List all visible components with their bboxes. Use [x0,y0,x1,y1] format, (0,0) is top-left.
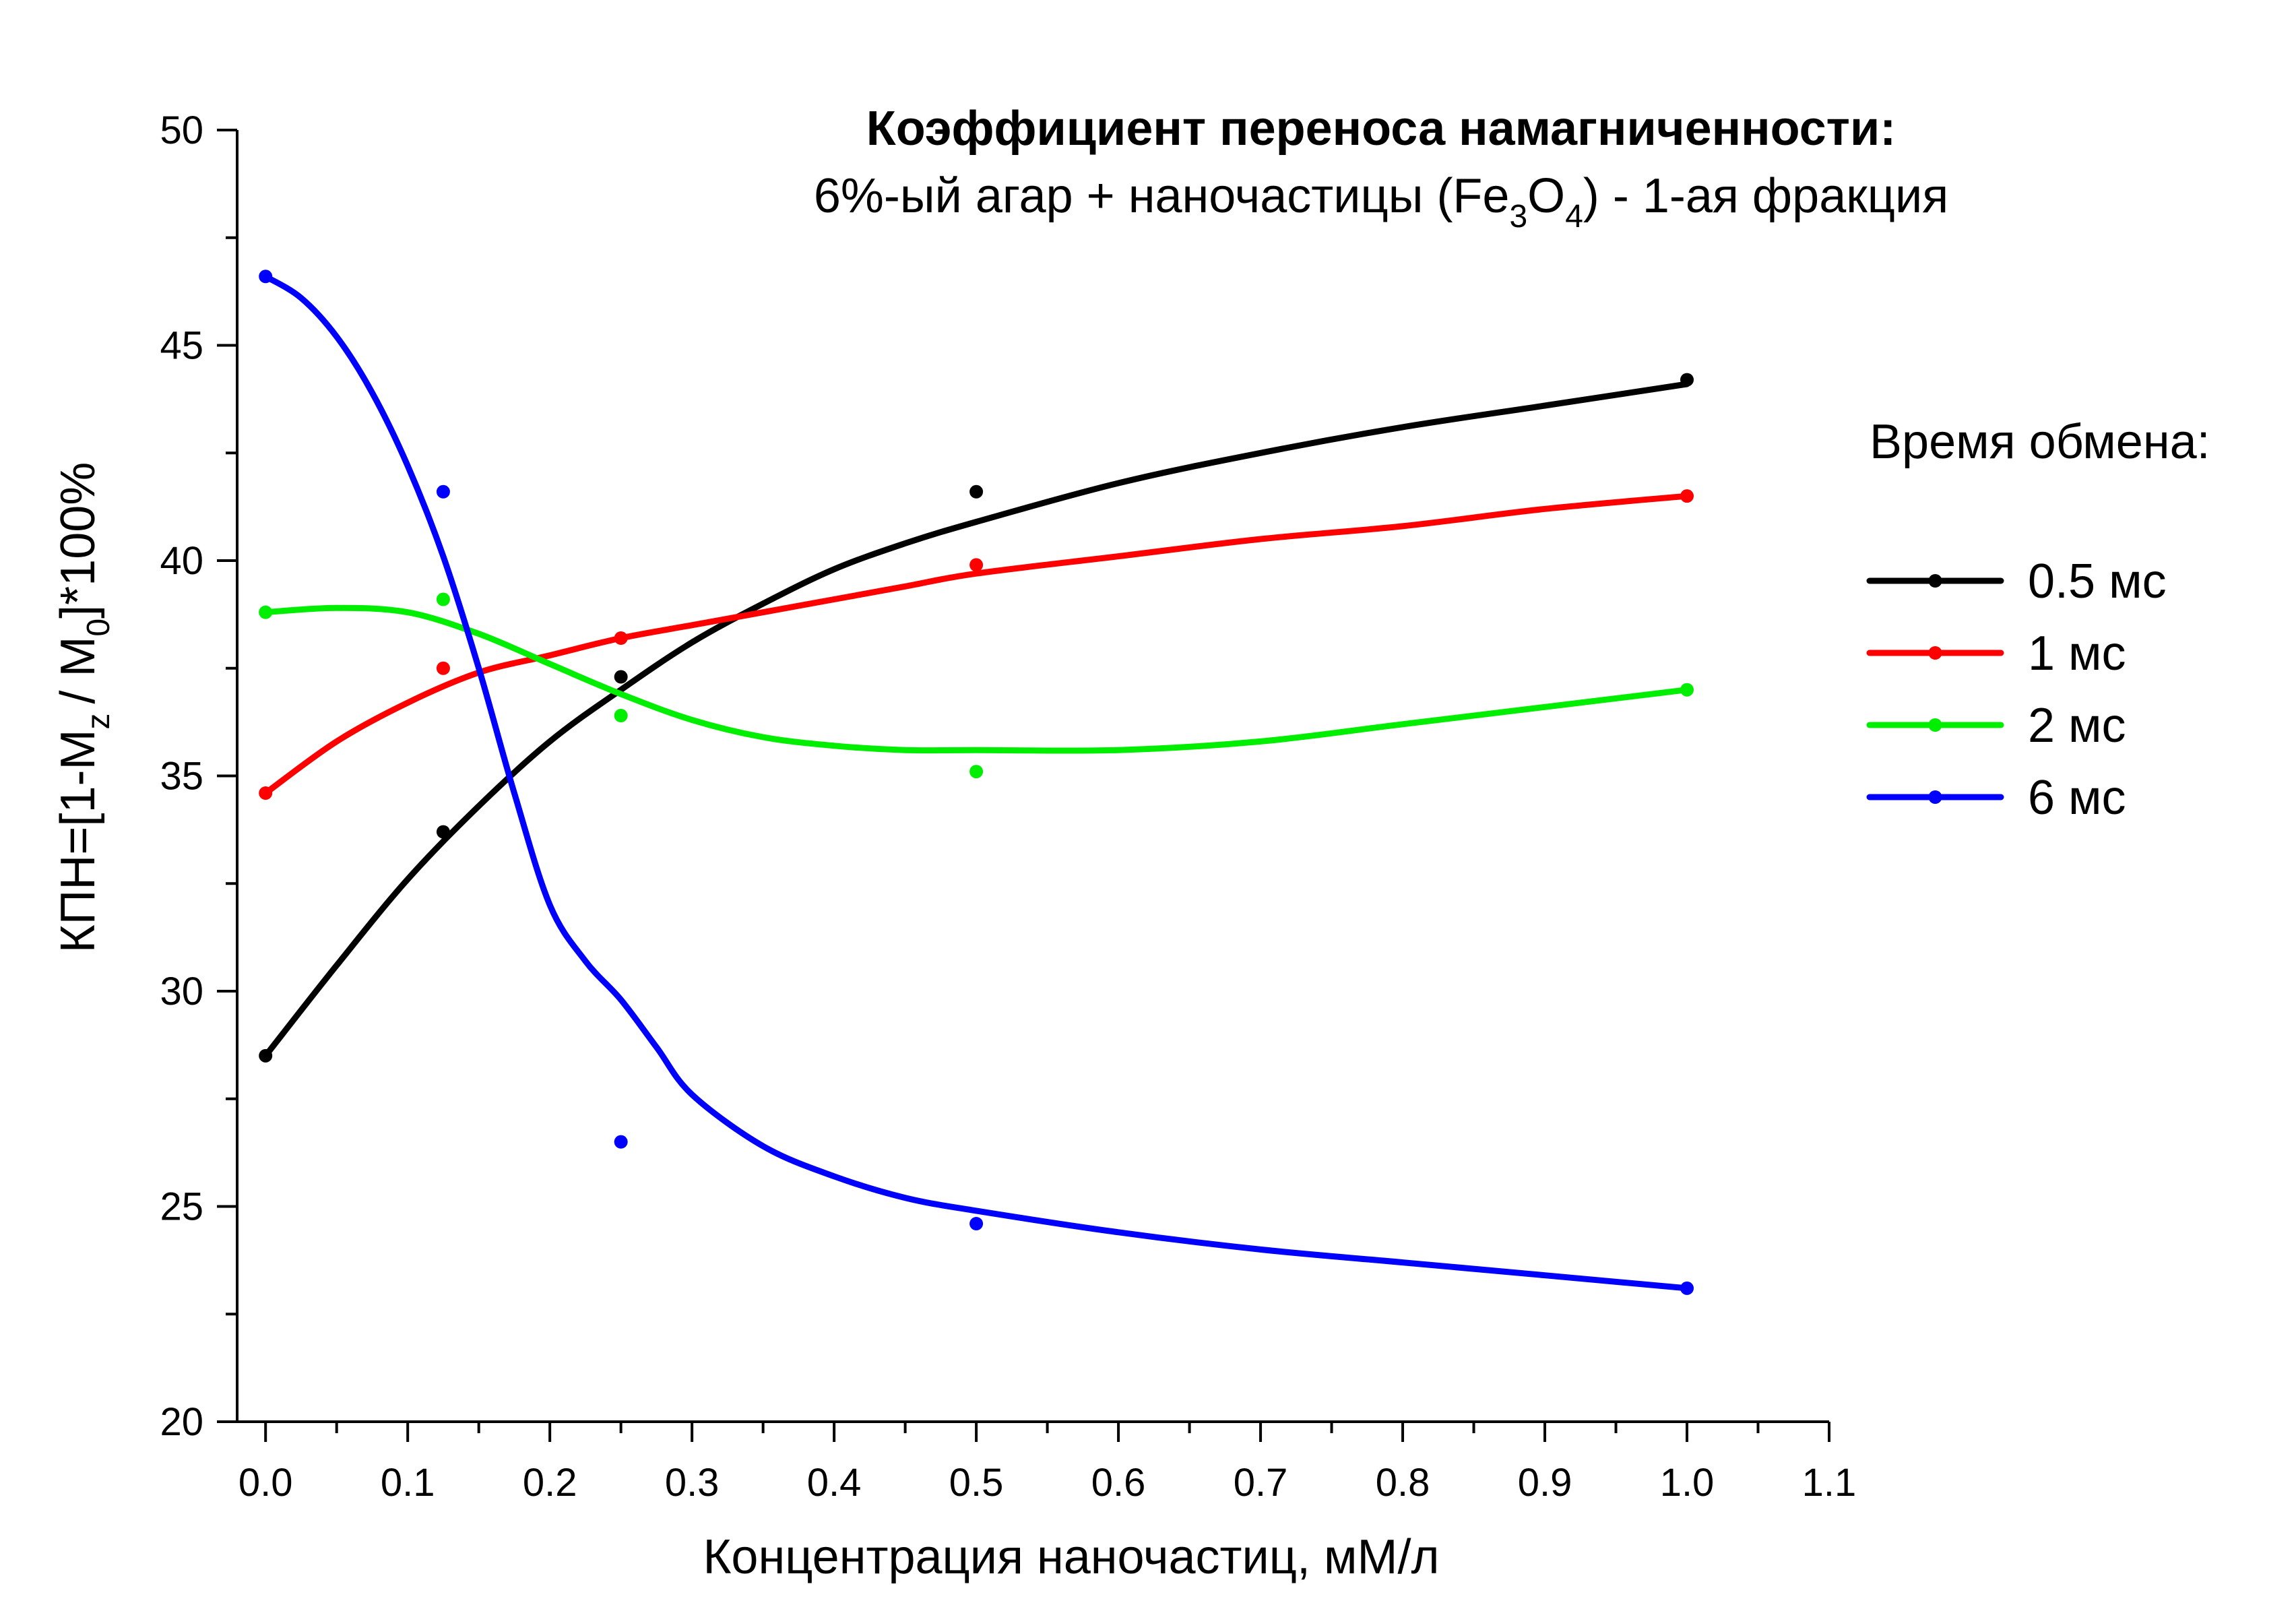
data-point [969,765,984,779]
legend-marker [1928,646,1942,660]
data-point [969,558,984,572]
y-axis-title: КПН=[1-Mz/ M0]*100% [51,462,117,953]
data-point [969,1217,984,1231]
x-tick-label: 0.8 [1376,1461,1430,1505]
data-points [259,270,1694,1295]
x-tick-label: 0.2 [523,1461,577,1505]
x-tick-label: 0.3 [665,1461,720,1505]
x-axis-title: Концентрация наночастиц, мМ/л [703,1530,1439,1584]
legend-marker [1928,574,1942,588]
legend-label: 6 мс [2028,771,2126,825]
x-tick-label: 0.1 [381,1461,435,1505]
axis-ticks [217,129,1830,1442]
x-tick-label: 0.5 [949,1461,1004,1505]
y-tick-label: 50 [160,108,203,152]
data-point [436,484,450,499]
axes [236,130,1829,1423]
legend: Время обмена: 0.5 мс 1 мс 2 мс 6 мс [1866,415,2210,825]
data-point [1680,1281,1694,1295]
chart-subtitle: 6%-ый агар + наночастицы (Fe3O4) - 1-ая … [814,169,1948,234]
data-point [614,709,628,723]
legend-label: 1 мс [2028,627,2126,681]
data-point [259,1048,273,1063]
data-point [614,670,628,684]
data-point [1680,489,1694,503]
legend-marker [1928,790,1942,804]
y-tick-label: 40 [160,539,203,583]
x-tick-label: 0.9 [1518,1461,1572,1505]
y-tick-label: 20 [160,1400,203,1444]
legend-label: 0.5 мс [2028,555,2167,608]
y-tick-label: 25 [160,1185,203,1229]
legend-marker [1928,718,1942,732]
data-point [259,786,273,800]
x-tick-label: 1.1 [1802,1461,1857,1505]
x-tick-label: 0.4 [807,1461,862,1505]
data-point [1680,373,1694,387]
fit-curves [262,273,1690,1292]
x-tick-label: 0.0 [238,1461,293,1505]
data-point [436,825,450,839]
legend-label: 2 мс [2028,699,2126,753]
chart-title: Коэффициент переноса намагниченности: [866,102,1896,156]
legend-title: Время обмена: [1870,415,2210,469]
y-tick-label: 45 [160,324,203,368]
x-tick-label: 0.6 [1091,1461,1146,1505]
x-tick-label: 0.7 [1234,1461,1288,1505]
x-tick-labels: 0.0 0.1 0.2 0.3 0.4 0.5 0.6 0.7 0.8 0.9 1.0 1.1 [238,1461,1856,1505]
data-point [969,484,984,499]
y-tick-label: 30 [160,970,203,1013]
series-curve-1 [262,493,1690,796]
series-curve-2 [262,604,1690,754]
data-point [259,270,273,284]
data-point [436,592,450,606]
series-curve-3 [262,273,1690,1292]
data-point [614,631,628,646]
x-tick-label: 1.0 [1660,1461,1715,1505]
y-tick-labels: 20 25 30 35 40 45 50 [160,108,203,1444]
y-tick-label: 35 [160,755,203,798]
series-curve-0 [262,381,1690,1059]
data-point [1680,683,1694,697]
data-point [436,661,450,675]
data-point [259,605,273,619]
data-point [614,1135,628,1149]
